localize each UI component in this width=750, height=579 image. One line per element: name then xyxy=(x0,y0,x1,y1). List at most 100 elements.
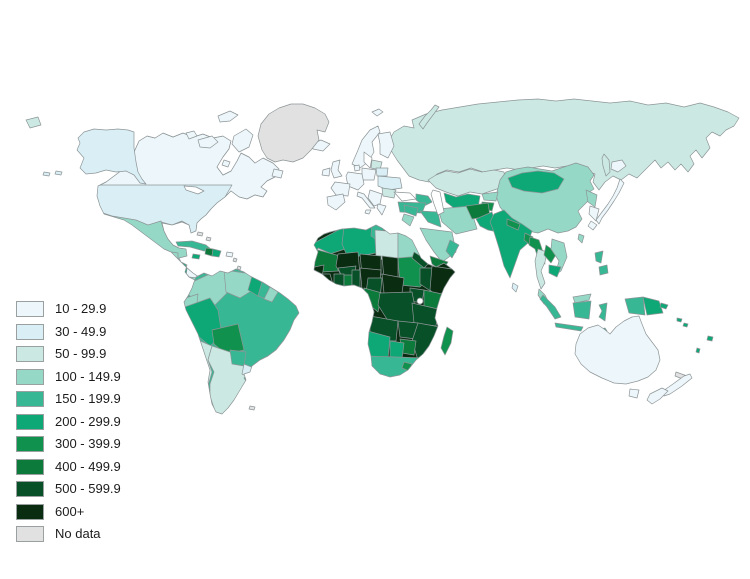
legend-label: 600+ xyxy=(55,503,85,519)
legend-label: 500 - 599.9 xyxy=(55,481,121,496)
region-japan-hokkaido xyxy=(610,159,627,173)
region-ghana xyxy=(343,274,353,290)
map-legend: 10 - 29.9 30 - 49.9 50 - 99.9 100 - 149.9 15… xyxy=(16,301,121,549)
legend-row-8: 500 - 599.9 xyxy=(16,481,121,497)
region-iran xyxy=(437,205,478,235)
region-puerto-rico xyxy=(225,251,234,258)
region-romania xyxy=(381,187,397,199)
legend-row-1: 30 - 49.9 xyxy=(16,323,121,340)
legend-swatch xyxy=(16,391,44,407)
region-indonesia-papua xyxy=(624,296,646,316)
legend-label: 400 - 499.9 xyxy=(55,458,121,474)
legend-label: 30 - 49.9 xyxy=(55,323,107,339)
region-new-zealand-south xyxy=(646,387,669,405)
region-solomon-islands xyxy=(676,317,683,323)
region-russia xyxy=(387,98,740,191)
region-mexico-baja xyxy=(100,214,121,240)
region-paraguay xyxy=(229,349,247,367)
region-south-africa xyxy=(365,355,425,377)
region-ukraine xyxy=(377,175,403,191)
region-arctic-banks xyxy=(185,130,198,140)
region-falkland-islands xyxy=(248,405,256,411)
region-papua-new-guinea xyxy=(642,296,664,316)
region-madagascar xyxy=(440,326,454,356)
region-balkans xyxy=(367,189,383,207)
region-iraq xyxy=(419,210,442,228)
region-finland xyxy=(377,131,395,159)
region-sicily xyxy=(364,209,372,215)
region-lesser-antilles-2 xyxy=(236,265,242,271)
legend-swatch xyxy=(16,526,44,542)
black-sea xyxy=(393,191,417,202)
region-dominican-republic xyxy=(211,248,222,258)
region-indonesia-java xyxy=(554,322,584,332)
region-scandinavia xyxy=(351,125,381,169)
region-kyrgyzstan xyxy=(481,191,499,202)
region-fiji xyxy=(706,335,714,342)
region-sakhalin xyxy=(601,153,611,177)
region-botswana xyxy=(389,340,405,360)
region-japan-honshu xyxy=(595,178,625,225)
legend-row-10: No data xyxy=(16,526,121,542)
region-ireland xyxy=(321,167,331,177)
region-newfoundland xyxy=(271,168,284,179)
region-taiwan xyxy=(577,233,585,244)
region-indonesia-sumatra xyxy=(539,294,562,320)
region-indonesia-sulawesi xyxy=(598,302,608,322)
region-aleutians-2 xyxy=(54,170,63,176)
legend-label: 10 - 29.9 xyxy=(55,301,107,316)
region-costa-rica xyxy=(178,274,190,280)
region-senegal xyxy=(314,264,325,278)
legend-label: 50 - 99.9 xyxy=(55,346,107,361)
legend-swatch xyxy=(16,436,44,452)
region-png-new-britain xyxy=(659,302,669,310)
baltic-sea xyxy=(363,151,373,169)
region-jordan-israel xyxy=(401,213,415,227)
region-new-zealand-north xyxy=(662,373,693,397)
legend-swatch xyxy=(16,481,44,497)
region-bahamas-1 xyxy=(196,231,204,237)
region-syria xyxy=(403,204,419,217)
region-belarus xyxy=(375,167,389,177)
legend-label: 300 - 399.9 xyxy=(55,436,121,451)
region-arctic-baffin xyxy=(231,128,254,153)
legend-row-0: 10 - 29.9 xyxy=(16,301,121,317)
region-greece xyxy=(376,203,387,216)
region-india xyxy=(489,209,533,279)
region-malaysia-borneo xyxy=(572,293,592,304)
region-aleutians-1 xyxy=(42,171,51,177)
legend-label: 150 - 199.9 xyxy=(55,391,121,406)
region-svalbard xyxy=(371,108,384,117)
region-arctic-southampton xyxy=(221,159,231,168)
legend-swatch xyxy=(16,458,44,475)
legend-row-4: 150 - 199.9 xyxy=(16,391,121,407)
region-denmark xyxy=(353,164,361,172)
region-solomon-islands-2 xyxy=(682,322,689,328)
africa-coastline xyxy=(313,224,456,378)
region-cote-divoire xyxy=(333,273,345,290)
region-greenland xyxy=(257,103,330,163)
region-united-kingdom xyxy=(330,159,343,179)
region-italy xyxy=(356,191,376,209)
region-alaska xyxy=(76,128,147,185)
north-america-coastline xyxy=(96,132,280,281)
region-philippines-mindanao xyxy=(598,264,609,276)
legend-swatch xyxy=(16,368,44,385)
region-poland xyxy=(361,167,377,181)
region-philippines-luzon xyxy=(594,250,604,264)
legend-label: 200 - 299.9 xyxy=(55,413,121,429)
region-japan-kyushu xyxy=(587,220,598,231)
region-south-korea xyxy=(588,205,600,222)
legend-label: 100 - 149.9 xyxy=(55,368,121,384)
legend-swatch xyxy=(16,413,44,430)
region-russia-chukotka xyxy=(25,116,42,129)
region-vanuatu xyxy=(695,347,701,354)
region-australia xyxy=(574,315,661,385)
lake-victoria xyxy=(416,297,424,305)
legend-swatch xyxy=(16,301,44,317)
region-cambodia xyxy=(548,264,562,278)
region-france xyxy=(330,181,351,197)
legend-swatch xyxy=(16,323,44,340)
